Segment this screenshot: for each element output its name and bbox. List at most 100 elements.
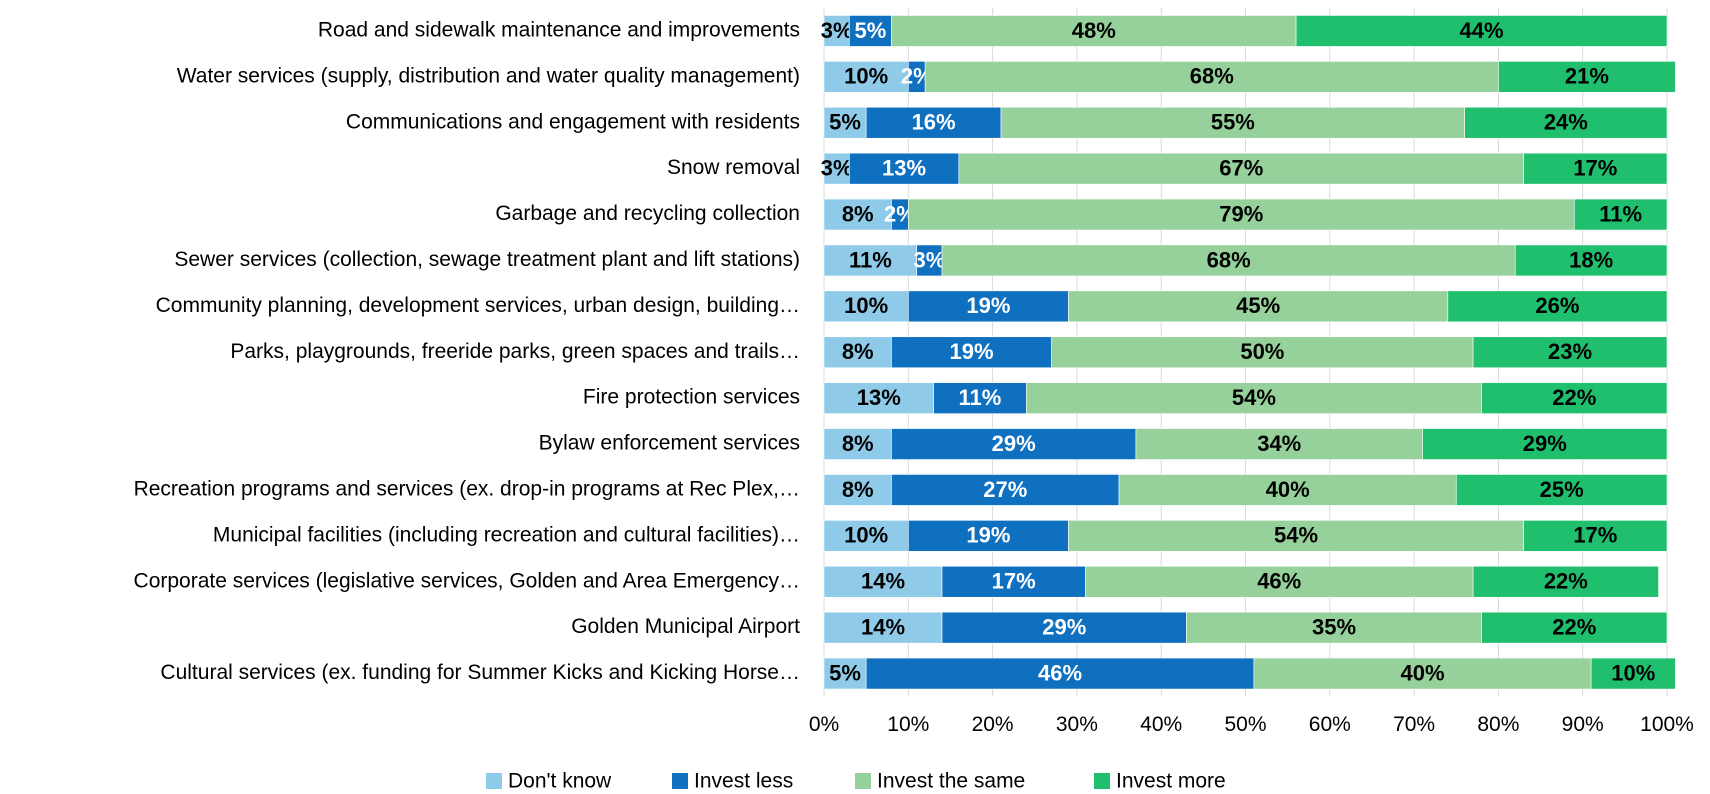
bar-segment: [823, 474, 892, 506]
value-label: 8%: [842, 339, 874, 364]
bar-segment: [891, 428, 1137, 460]
value-label: 45%: [1236, 293, 1280, 318]
value-label: 13%: [882, 155, 926, 180]
value-label: 10%: [844, 293, 888, 318]
value-label: 54%: [1232, 385, 1276, 410]
value-label: 40%: [1266, 477, 1310, 502]
category-label: Parks, playgrounds, freeride parks, gree…: [230, 340, 800, 363]
value-label: 24%: [1544, 110, 1588, 135]
bar-segment: [1447, 290, 1668, 323]
value-label: 44%: [1460, 18, 1504, 43]
bar-segment: [1253, 657, 1592, 690]
value-label: 16%: [912, 110, 956, 135]
bar-segment: [1422, 428, 1668, 460]
bar-segment: [848, 15, 892, 47]
bar-segment: [1118, 474, 1457, 506]
value-label: 10%: [844, 523, 888, 548]
x-tick-label: 80%: [1477, 713, 1519, 736]
bar-segment: [933, 382, 1027, 414]
value-label: 8%: [842, 431, 874, 456]
value-label: 46%: [1038, 660, 1082, 685]
x-tick-label: 30%: [1056, 713, 1098, 736]
bar-segment: [823, 15, 850, 47]
value-label: 14%: [861, 614, 905, 639]
value-label: 23%: [1548, 339, 1592, 364]
bar-segment: [823, 657, 867, 690]
category-label: Corporate services (legislative services…: [134, 569, 800, 592]
bar-segment: [907, 198, 1575, 231]
bar-segment: [1573, 198, 1668, 231]
value-label: 11%: [1599, 201, 1642, 226]
value-label: 34%: [1257, 431, 1301, 456]
value-label: 54%: [1274, 523, 1318, 548]
bar-segment: [823, 428, 892, 460]
bar-segment: [1455, 474, 1668, 506]
value-label: 11%: [959, 385, 1002, 410]
category-label: Snow removal: [667, 156, 800, 179]
value-label: 3%: [821, 155, 853, 180]
value-label: 11%: [849, 247, 892, 272]
category-label: Community planning, development services…: [156, 294, 800, 317]
value-label: 19%: [966, 293, 1010, 318]
category-label: Road and sidewalk maintenance and improv…: [318, 18, 800, 41]
x-tick-label: 0%: [809, 713, 839, 736]
legend-label: Don't know: [508, 770, 612, 793]
value-label: 8%: [842, 201, 874, 226]
legend-swatch: [855, 773, 871, 789]
category-label: Fire protection services: [583, 386, 800, 409]
bar-segment: [823, 520, 909, 552]
value-label: 19%: [950, 339, 994, 364]
legend-label: Invest the same: [877, 770, 1025, 793]
bar-segment: [1000, 106, 1465, 139]
bar-segment: [1481, 382, 1668, 414]
value-label: 21%: [1565, 64, 1609, 89]
value-label: 25%: [1540, 477, 1584, 502]
category-label: Communications and engagement with resid…: [346, 110, 800, 133]
value-label: 22%: [1544, 569, 1588, 594]
x-tick-label: 40%: [1140, 713, 1182, 736]
bar-segment: [1135, 428, 1423, 460]
value-label: 68%: [1207, 247, 1251, 272]
bar-segment: [941, 565, 1086, 598]
x-tick-label: 60%: [1309, 713, 1351, 736]
value-label: 29%: [1523, 431, 1567, 456]
value-label: 3%: [913, 247, 945, 272]
value-label: 5%: [829, 660, 861, 685]
bar-segment: [907, 520, 1069, 552]
bar-segment: [1472, 336, 1668, 369]
category-label: Sewer services (collection, sewage treat…: [174, 248, 800, 271]
category-label: Municipal facilities (including recreati…: [213, 523, 800, 546]
legend-swatch: [1094, 773, 1110, 789]
value-label: 29%: [1042, 614, 1086, 639]
bar-segment: [823, 106, 867, 139]
legend-label: Invest more: [1116, 770, 1226, 793]
value-label: 3%: [821, 18, 853, 43]
value-label: 29%: [992, 431, 1036, 456]
bar-segment: [1068, 290, 1449, 323]
x-tick-label: 100%: [1640, 713, 1694, 736]
bar-segment: [1481, 611, 1668, 644]
bar-segment: [941, 611, 1187, 644]
bar-segment: [865, 657, 1255, 690]
value-label: 22%: [1552, 614, 1596, 639]
category-label: Garbage and recycling collection: [495, 202, 800, 225]
value-label: 17%: [1573, 523, 1617, 548]
value-label: 55%: [1211, 110, 1255, 135]
value-label: 19%: [966, 523, 1010, 548]
bar-segment: [1026, 382, 1482, 414]
bar-segment: [907, 290, 1069, 323]
value-label: 79%: [1219, 201, 1263, 226]
bar-segment: [1590, 657, 1676, 690]
bar-segment: [891, 474, 1120, 506]
bar-segment: [1186, 611, 1482, 644]
bar-segment: [865, 106, 1002, 139]
value-label: 8%: [842, 477, 874, 502]
bar-segment: [1498, 61, 1676, 93]
value-label: 40%: [1401, 660, 1445, 685]
value-label: 5%: [829, 110, 861, 135]
value-label: 46%: [1257, 569, 1301, 594]
bar-segment: [1523, 152, 1668, 185]
value-label: 22%: [1552, 385, 1596, 410]
value-label: 10%: [844, 64, 888, 89]
